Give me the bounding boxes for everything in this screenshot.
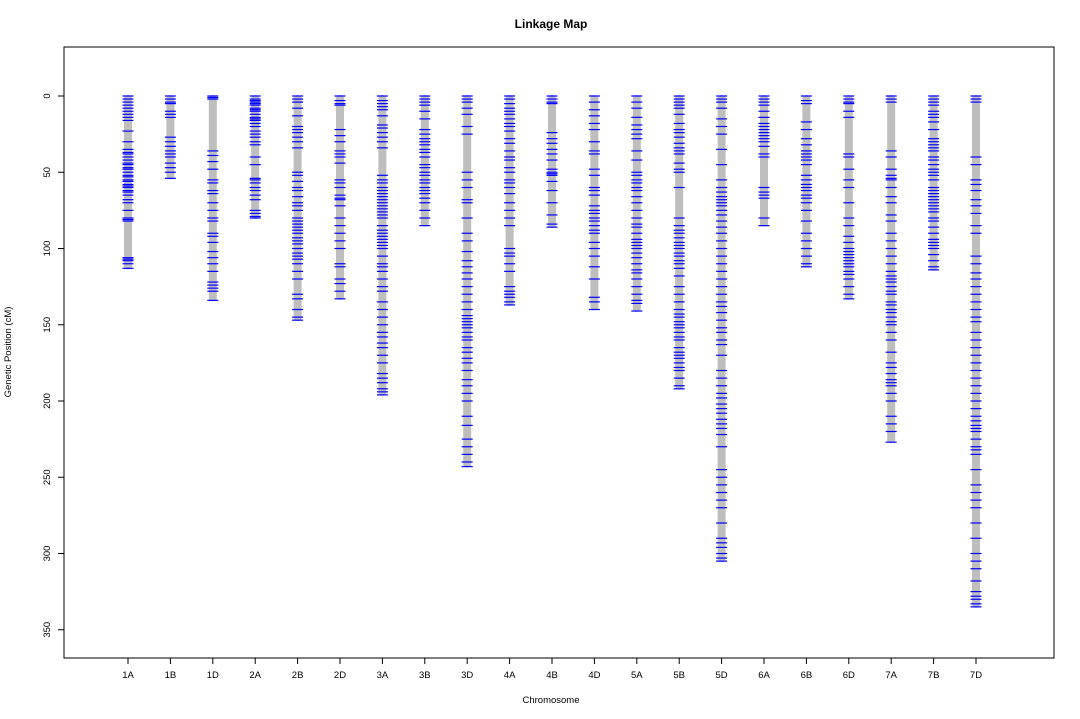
chromosome-2A [249,95,261,219]
x-tick-label: 2D [334,670,346,681]
plot-frame [63,46,1055,659]
x-tick-label: 1D [207,670,219,681]
chromosome-1A [122,95,134,270]
x-tick-label: 3D [461,670,473,681]
x-tick-label: 5D [716,670,728,681]
y-tick-label: 200 [42,393,53,409]
x-tick-label: 6D [843,670,855,681]
chromosome-1D [207,95,219,302]
chromosome-bar [844,95,853,300]
chromosome-4B [546,95,558,229]
chromosome-7B [928,95,940,271]
chromosome-7D [970,95,982,608]
x-tick-label: 5A [631,670,643,681]
y-tick-label: 100 [42,241,53,257]
chromosome-bar [760,95,768,227]
chromosome-5D [716,95,728,563]
chromosome-4D [588,95,600,311]
chromosome-bar [336,95,344,300]
x-axis-label: Chromosome [522,695,579,706]
chromosome-bar [717,95,726,563]
chromosome-bar [293,95,302,322]
chromosome-bar [972,95,980,608]
x-tick-label: 4D [588,670,600,681]
chromosome-bar [124,95,132,270]
y-tick-label: 150 [42,317,53,333]
chromosome-3A [376,95,388,396]
x-tick-label: 7B [928,670,940,681]
y-axis: 0 50 100 150 200 250 300 350 [42,93,64,638]
chart-title: Linkage Map [515,17,588,31]
chromosome-2B [292,95,304,322]
y-tick-label: 250 [42,469,53,485]
y-axis-label: Genetic Position (cM) [3,307,14,398]
chromosome-bar [463,95,472,468]
x-tick-label: 6A [758,670,770,681]
chromosome-bar [887,95,896,444]
chromosome-6B [800,95,812,268]
x-tick-label: 7A [885,670,897,681]
x-tick-label: 5B [673,670,685,681]
chromosome-3D [461,95,473,468]
x-tick-label: 2B [292,670,304,681]
x-tick-label: 1B [165,670,177,681]
y-tick-label: 0 [42,93,53,98]
y-tick-label: 300 [42,546,53,562]
x-tick-label: 3A [377,670,389,681]
chromosome-2D [334,95,346,300]
chromosome-bar [208,95,217,302]
chromosome-bar [802,95,811,268]
x-tick-label: 7D [970,670,982,681]
chromosomes-group [122,95,982,608]
chromosome-1B [164,95,176,180]
x-tick-label: 4B [546,670,558,681]
y-tick-label: 350 [42,622,53,638]
x-tick-label: 3B [419,670,431,681]
chromosome-3B [419,95,431,227]
chromosome-5B [673,95,685,390]
chromosome-7A [885,95,897,444]
x-tick-label: 6B [801,670,813,681]
chromosome-bar [548,95,556,229]
x-tick-label: 1A [122,670,134,681]
y-tick-label: 50 [42,167,53,178]
x-tick-label: 2A [249,670,261,681]
chromosome-bar [590,95,599,311]
chromosome-6A [758,95,770,227]
chromosome-6D [843,95,855,300]
x-tick-label: 4A [504,670,516,681]
chromosome-5A [631,95,643,313]
x-axis: 1A 1B 1D 2A 2B 2D 3A 3B 3D 4A 4B 4D 5A 5B 5D 6A 6B 6D 7A 7B… [122,658,982,681]
chromosome-bar [420,95,429,227]
chromosome-4A [504,95,516,306]
